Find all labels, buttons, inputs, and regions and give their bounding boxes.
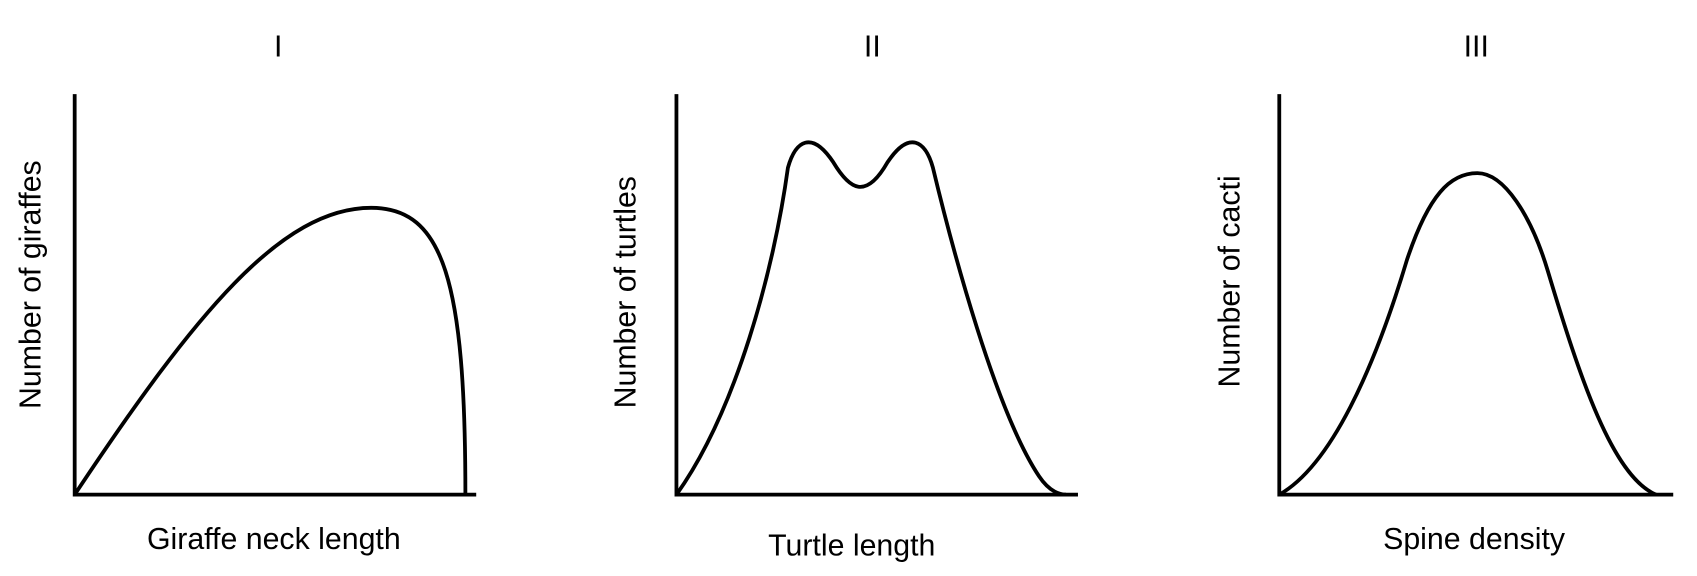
- figure: I Giraffe neck length Number of giraffes…: [14, 31, 1674, 563]
- y-label: Number of giraffes: [14, 160, 47, 409]
- x-label: Giraffe neck length: [147, 523, 401, 556]
- panel-title: I: [274, 31, 282, 64]
- x-label: Spine density: [1383, 523, 1566, 556]
- y-label: Number of cacti: [1214, 175, 1247, 387]
- curve: [73, 205, 468, 496]
- x-label: Turtle length: [768, 530, 935, 563]
- curve: [1278, 171, 1657, 497]
- panel-title: II: [864, 31, 881, 64]
- y-label: Number of turtles: [610, 176, 643, 408]
- axes: [1277, 94, 1674, 497]
- panel: II Turtle length Number of turtles: [610, 31, 1078, 563]
- axes: [72, 94, 477, 497]
- curve: [674, 140, 1067, 497]
- panel: I Giraffe neck length Number of giraffes: [14, 31, 477, 556]
- panel: III Spine density Number of cacti: [1214, 31, 1674, 556]
- panel-title: III: [1464, 31, 1489, 64]
